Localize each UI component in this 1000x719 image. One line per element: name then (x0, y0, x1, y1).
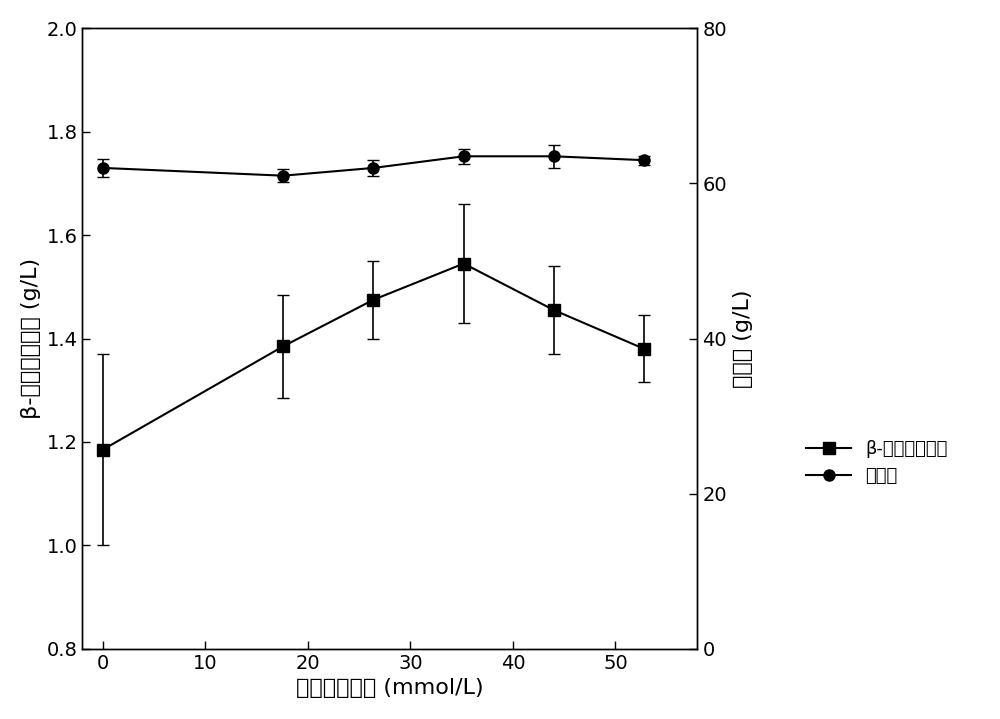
Legend: β-胡萝卜素浓度, 生物量: β-胡萝卜素浓度, 生物量 (799, 433, 955, 493)
X-axis label: 乙酸摩尔浓度 (mmol/L): 乙酸摩尔浓度 (mmol/L) (296, 678, 484, 698)
Y-axis label: 生物量 (g/L): 生物量 (g/L) (733, 289, 753, 388)
Y-axis label: β-胡萝卜素浓度 (g/L): β-胡萝卜素浓度 (g/L) (21, 258, 41, 419)
